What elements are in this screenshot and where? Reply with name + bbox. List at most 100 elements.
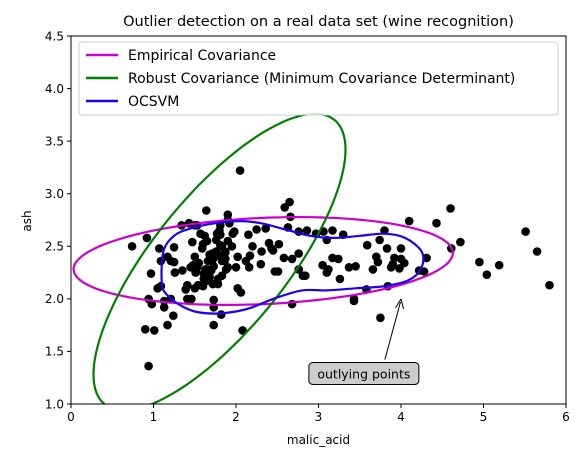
data-point [404, 216, 414, 226]
x-tick-label: 6 [562, 410, 570, 424]
y-tick-label: 1.0 [45, 397, 64, 411]
data-point [268, 246, 278, 255]
data-point [178, 266, 187, 275]
data-point [318, 260, 327, 270]
data-point [432, 218, 441, 228]
data-point [188, 237, 197, 247]
data-point [228, 229, 237, 238]
data-point [235, 166, 245, 175]
y-tick-label: 4.5 [45, 29, 64, 43]
x-tick-label: 3 [315, 410, 323, 424]
x-axis-label: malic_acid [287, 433, 350, 447]
data-point [163, 320, 172, 330]
data-point [150, 326, 159, 335]
data-point [170, 268, 180, 277]
data-point [166, 256, 176, 266]
chart-title: Outlier detection on a real data set (wi… [123, 14, 514, 30]
annotation-arrow-line [384, 301, 401, 360]
y-tick-label: 2.5 [45, 240, 64, 254]
data-point [302, 226, 312, 235]
data-point [494, 260, 504, 270]
x-tick-label: 1 [150, 410, 158, 424]
y-tick-label: 3.0 [45, 187, 64, 201]
data-point [191, 268, 200, 277]
y-tick-label: 1.5 [45, 345, 64, 359]
data-point [146, 269, 156, 278]
data-point [545, 280, 554, 290]
data-point [216, 240, 225, 250]
data-point [187, 294, 196, 304]
data-point [141, 325, 150, 334]
x-tick-label: 4 [397, 410, 405, 424]
data-point [382, 244, 392, 253]
contours [72, 112, 455, 404]
data-point [215, 226, 224, 235]
data-point [285, 197, 294, 207]
data-point [322, 268, 332, 277]
legend-box [78, 41, 559, 116]
data-point [279, 253, 289, 263]
data-point [344, 263, 354, 272]
x-tick-label: 2 [232, 410, 240, 424]
annotation-text: outlying points [317, 367, 410, 382]
data-point [233, 284, 242, 293]
data-point [159, 303, 169, 312]
data-point [223, 236, 233, 246]
ocsvm-contour [160, 219, 425, 315]
data-point [395, 264, 404, 273]
data-point [202, 206, 211, 215]
data-point [294, 249, 304, 258]
y-tick-label: 4.0 [45, 82, 64, 96]
data-point [231, 263, 241, 272]
data-point [368, 265, 378, 274]
data-point [287, 254, 297, 264]
y-tick-label: 2.0 [45, 292, 64, 306]
plot-area: 0 1 2 3 4 5 6 1.0 1.5 2.0 2.5 3.0 3.5 4.0 4.5 outlying … [45, 29, 570, 424]
data-point [200, 231, 209, 241]
data-point [328, 226, 337, 235]
data-point [335, 274, 345, 284]
data-point [301, 271, 310, 281]
legend-label: Empirical Covariance [128, 48, 276, 64]
data-point [375, 235, 384, 245]
data-point [223, 263, 233, 272]
data-point [482, 270, 492, 280]
data-point [142, 233, 152, 243]
legend-label: Robust Covariance (Minimum Covariance De… [128, 71, 515, 87]
data-point [233, 252, 242, 262]
data-point [209, 295, 218, 305]
data-point [248, 242, 257, 251]
data-point [144, 361, 153, 371]
data-point [169, 311, 178, 321]
legend-label: OCSVM [128, 94, 179, 110]
data-point [456, 237, 465, 247]
data-point [521, 227, 530, 236]
data-point [351, 262, 360, 271]
y-tick-label: 3.5 [45, 134, 64, 148]
data-point [127, 242, 137, 251]
data-point [198, 281, 208, 291]
x-tick-label: 5 [480, 410, 488, 424]
data-point [396, 244, 406, 253]
data-point [203, 275, 213, 285]
data-point [446, 204, 455, 213]
data-point [209, 320, 218, 330]
data-point [190, 252, 200, 262]
data-point [349, 296, 359, 306]
data-point [376, 313, 385, 323]
data-point [257, 247, 266, 256]
data-point [183, 280, 192, 290]
empirical-covariance-contour [72, 216, 455, 306]
y-axis-label: ash [20, 210, 34, 231]
data-point [169, 243, 179, 252]
data-point [207, 266, 216, 275]
data-point [386, 263, 396, 272]
x-tick-label: 0 [67, 410, 75, 424]
data-point [155, 244, 164, 253]
data-point [245, 251, 255, 260]
data-point [217, 271, 227, 281]
data-point [256, 259, 266, 269]
data-point [221, 248, 230, 257]
robust-covariance-contour [92, 112, 347, 404]
